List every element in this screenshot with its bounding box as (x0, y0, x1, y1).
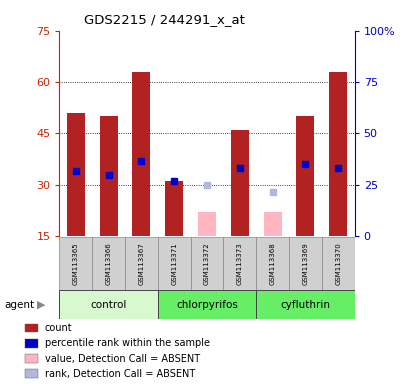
Text: GSM113371: GSM113371 (171, 242, 177, 285)
Text: value, Detection Call = ABSENT: value, Detection Call = ABSENT (45, 354, 200, 364)
Bar (92, 237, 125, 290)
Text: GSM113366: GSM113366 (106, 242, 111, 285)
Bar (165, 181, 183, 236)
Text: percentile rank within the sample: percentile rank within the sample (45, 338, 209, 348)
Text: rank, Detection Call = ABSENT: rank, Detection Call = ABSENT (45, 369, 195, 379)
Bar (288, 237, 321, 290)
Bar (190, 237, 223, 290)
Bar (230, 130, 248, 236)
Bar (67, 113, 85, 236)
Text: agent: agent (4, 300, 34, 310)
Bar (25, 324, 38, 333)
Bar (132, 72, 150, 236)
Bar (157, 290, 256, 319)
Bar (256, 237, 288, 290)
Bar (321, 237, 354, 290)
Text: GSM113367: GSM113367 (138, 242, 144, 285)
Bar (25, 339, 38, 348)
Text: chlorpyrifos: chlorpyrifos (176, 300, 237, 310)
Text: control: control (90, 300, 126, 310)
Bar (223, 237, 256, 290)
Bar (125, 237, 157, 290)
Text: GSM113372: GSM113372 (204, 242, 209, 285)
Text: GDS2215 / 244291_x_at: GDS2215 / 244291_x_at (83, 13, 244, 26)
Bar (328, 72, 346, 236)
Text: GSM113369: GSM113369 (302, 242, 308, 285)
Text: GSM113368: GSM113368 (269, 242, 275, 285)
Text: GSM113373: GSM113373 (236, 242, 242, 285)
Bar (59, 290, 157, 319)
Bar (25, 369, 38, 378)
Bar (256, 290, 354, 319)
Text: GSM113365: GSM113365 (73, 242, 79, 285)
Bar (59, 237, 92, 290)
Bar (157, 237, 190, 290)
Text: ▶: ▶ (37, 300, 45, 310)
Bar (99, 116, 117, 236)
Bar (263, 212, 281, 236)
Bar (25, 354, 38, 363)
Text: cyfluthrin: cyfluthrin (280, 300, 330, 310)
Bar (198, 212, 216, 236)
Text: count: count (45, 323, 72, 333)
Bar (296, 116, 314, 236)
Text: GSM113370: GSM113370 (335, 242, 340, 285)
